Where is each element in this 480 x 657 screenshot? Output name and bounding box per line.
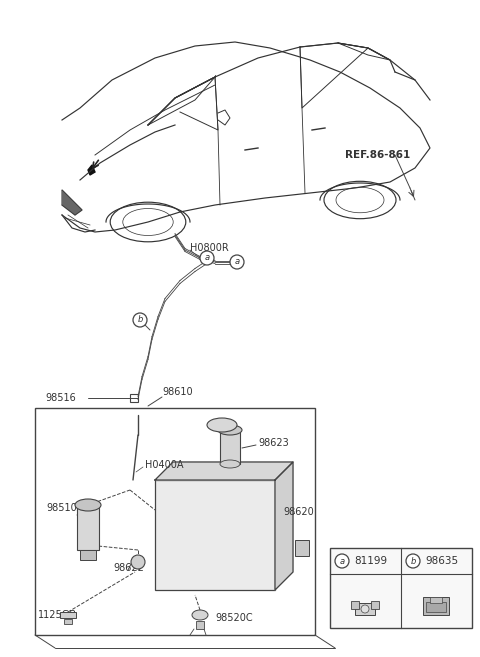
Bar (351, 601, 359, 609)
Circle shape (406, 554, 420, 568)
Polygon shape (275, 462, 293, 590)
Text: a: a (204, 254, 210, 263)
Text: b: b (137, 315, 143, 325)
Bar (155, 480, 275, 590)
Text: 98623: 98623 (258, 438, 289, 448)
Text: 98520C: 98520C (215, 613, 252, 623)
Bar (330, 548, 472, 628)
Bar (430, 597, 442, 603)
Circle shape (361, 605, 369, 613)
Text: 81199: 81199 (354, 556, 387, 566)
Ellipse shape (218, 425, 242, 435)
Circle shape (230, 255, 244, 269)
Ellipse shape (207, 418, 237, 432)
Circle shape (133, 313, 147, 327)
Text: 98620: 98620 (283, 507, 314, 517)
Bar (130, 394, 138, 402)
Circle shape (131, 555, 145, 569)
Bar (60, 612, 76, 618)
Polygon shape (155, 462, 293, 480)
Text: 98635: 98635 (425, 556, 458, 566)
Text: 98622: 98622 (113, 563, 144, 573)
Text: 98510A: 98510A (46, 503, 84, 513)
Bar (80, 550, 96, 560)
Bar (371, 601, 379, 609)
Bar (35, 408, 315, 635)
Bar (423, 597, 449, 615)
Text: REF.86-861: REF.86-861 (345, 150, 410, 160)
Polygon shape (88, 165, 95, 175)
Bar (77, 505, 99, 550)
Bar (196, 621, 204, 629)
Text: 1125GB: 1125GB (38, 610, 77, 620)
Ellipse shape (192, 610, 208, 620)
Text: a: a (339, 556, 345, 566)
Ellipse shape (75, 499, 101, 511)
Bar (355, 603, 375, 615)
Bar (64, 619, 72, 624)
Bar (220, 430, 240, 464)
Bar (426, 602, 446, 612)
Circle shape (200, 251, 214, 265)
Text: 98516: 98516 (45, 393, 76, 403)
Text: H0400A: H0400A (145, 460, 183, 470)
Text: b: b (410, 556, 416, 566)
Text: H0800R: H0800R (190, 243, 229, 253)
Polygon shape (62, 190, 82, 215)
Circle shape (335, 554, 349, 568)
Ellipse shape (220, 460, 240, 468)
Text: a: a (234, 258, 240, 267)
Text: 98610: 98610 (162, 387, 192, 397)
Bar (295, 540, 309, 556)
